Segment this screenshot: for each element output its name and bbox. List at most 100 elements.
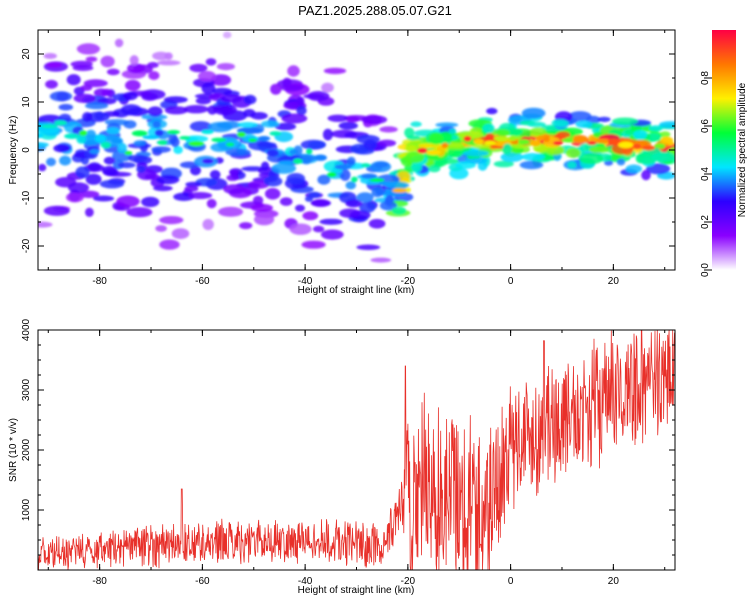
spectral-blob [311, 199, 330, 207]
spectral-blob [100, 55, 115, 68]
spectral-blob [76, 43, 100, 55]
spectral-peak [508, 135, 517, 141]
snr-frame [37, 329, 676, 571]
spectral-blob [379, 200, 397, 211]
spectral-blob [266, 149, 279, 157]
spectral-blob [527, 121, 546, 128]
spectral-blob [345, 181, 357, 190]
spectral-peak [79, 130, 88, 136]
spectral-peak [269, 131, 282, 136]
spectral-blob [136, 166, 146, 173]
spectral-blob [152, 51, 170, 61]
spectral-blob [184, 185, 199, 192]
spectral-blob [323, 67, 347, 75]
spectral-peak [248, 138, 257, 143]
spectral-blob [659, 131, 671, 138]
y-tick-label: 10 [21, 96, 32, 108]
spectral-peak [618, 141, 634, 149]
spectral-blob [368, 218, 386, 229]
spectral-blob [604, 160, 614, 166]
spectral-peak [543, 135, 550, 142]
spectral-blob [521, 107, 546, 119]
spectral-blob [578, 152, 604, 165]
spectral-blob [53, 144, 71, 153]
spectral-blob [339, 169, 351, 182]
spectral-blob [346, 116, 360, 123]
spectral-blob [46, 157, 56, 167]
spectral-peak [257, 136, 271, 141]
spectral-peak [392, 188, 408, 193]
spectral-blob [361, 115, 388, 125]
spectral-blob [378, 139, 397, 147]
spectral-blob [85, 56, 98, 62]
spectral-blob [410, 121, 422, 127]
spectral-blob [308, 191, 321, 198]
spectral-blob [370, 257, 392, 263]
spectral-blob [651, 151, 675, 163]
spectral-blob [466, 158, 488, 164]
spectral-blob [123, 91, 138, 101]
spectral-blob [256, 142, 277, 148]
spectral-peak [572, 136, 589, 143]
spectral-blob [114, 38, 124, 48]
spectral-blob [83, 79, 108, 88]
spectral-blob [38, 221, 53, 228]
spectral-blob [58, 113, 72, 123]
spectral-blob [80, 84, 93, 91]
spectral-blob [248, 180, 270, 189]
spectral-blob [646, 163, 671, 175]
spectral-blob [360, 173, 378, 179]
x-tick-label: -40 [298, 276, 313, 287]
spectral-peak [131, 130, 148, 137]
spectral-peak [237, 131, 246, 138]
spectral-blob [67, 182, 90, 193]
spectral-blob [106, 127, 120, 135]
spectral-peak [179, 136, 191, 140]
spectral-blob [116, 195, 140, 208]
spectral-blob [287, 65, 300, 77]
spectral-peak [361, 163, 371, 168]
spectral-blob [120, 104, 142, 116]
spectral-peak [553, 141, 563, 146]
spectral-blob [356, 244, 381, 251]
spectral-peak [518, 139, 530, 145]
spectral-blob [222, 31, 232, 39]
spectral-blob [82, 112, 93, 122]
spectral-blob [195, 97, 212, 105]
spectral-blob [320, 229, 344, 240]
spectral-blob [575, 120, 593, 128]
spectral-blob [38, 142, 49, 148]
spectral-blob [659, 121, 675, 129]
spectral-blob [133, 140, 147, 147]
spectral-peak [327, 172, 337, 178]
spectral-blob [202, 218, 214, 231]
spectral-blob [301, 156, 312, 165]
spectral-blob [472, 143, 492, 149]
spectral-blob [202, 158, 214, 164]
spectral-blob [226, 174, 239, 181]
spectral-blob [589, 146, 610, 154]
spectral-blob [163, 96, 188, 104]
spectral-blob [289, 223, 312, 235]
spectral-blob [198, 70, 217, 82]
spectral-blob [271, 162, 297, 174]
spectral-blob [218, 206, 244, 217]
spectral-blob [321, 82, 334, 93]
spectral-blob [338, 121, 358, 130]
colorbar-tick-label: 0.2 [700, 215, 711, 229]
spectrogram-blobs [38, 31, 675, 263]
spectral-blob [66, 192, 84, 203]
spectral-blob [274, 122, 297, 131]
spectral-peak [111, 138, 123, 144]
spectral-blob [209, 170, 221, 180]
spectral-peak [89, 149, 100, 154]
spectral-blob [289, 149, 299, 155]
spectral-peak [351, 176, 358, 183]
spectral-blob [70, 60, 93, 68]
spectral-blob [38, 163, 47, 172]
spectral-peak [654, 143, 666, 149]
spectral-blob [73, 93, 96, 103]
spectral-blob [239, 222, 253, 230]
spectral-blob [435, 122, 459, 128]
